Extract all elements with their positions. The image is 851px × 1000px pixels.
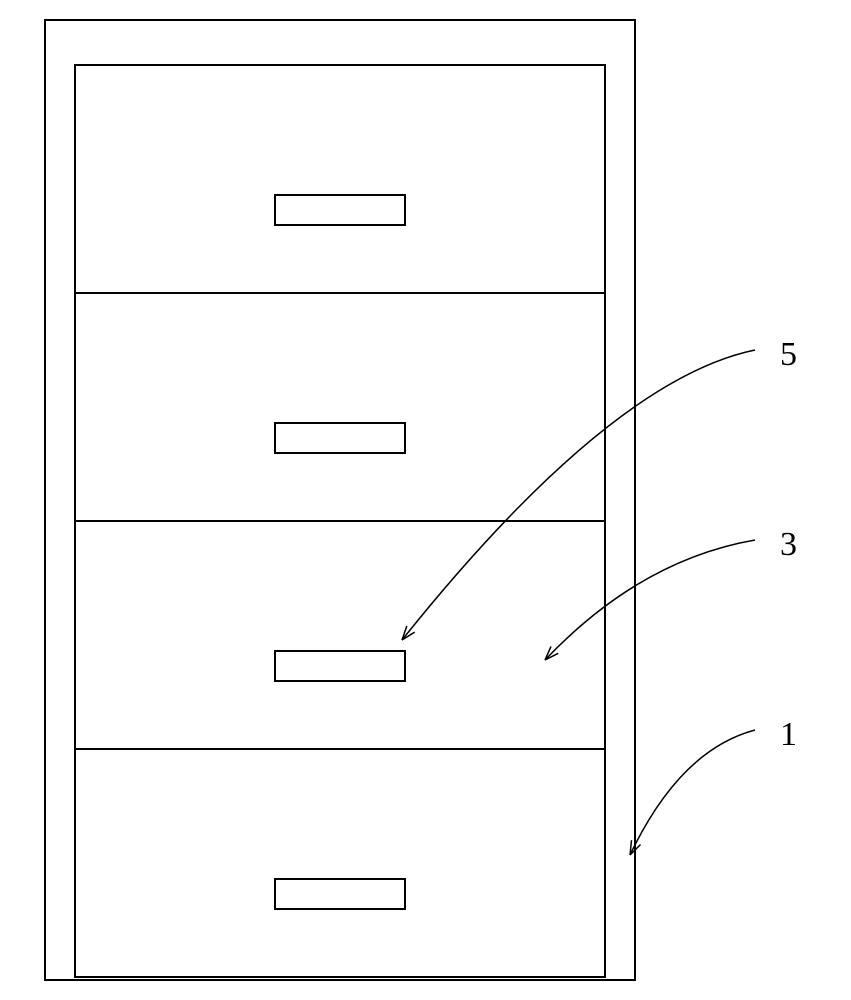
drawers [75,65,605,977]
drawer-2 [75,293,605,521]
leader-5 [402,350,755,640]
label-3: 3 [780,526,797,563]
drawer-1-handle [275,195,405,225]
drawer-4 [75,749,605,977]
callouts: 5 3 1 [402,336,797,855]
label-5: 5 [780,336,797,373]
drawer-3-handle [275,651,405,681]
leader-3 [545,540,755,660]
patent-diagram: 5 3 1 [0,0,851,1000]
drawer-4-handle [275,879,405,909]
drawer-1 [75,65,605,293]
drawer-2-handle [275,423,405,453]
outer-frame [45,20,635,980]
drawer-3 [75,521,605,749]
label-1: 1 [780,716,797,753]
leader-1 [630,730,755,855]
